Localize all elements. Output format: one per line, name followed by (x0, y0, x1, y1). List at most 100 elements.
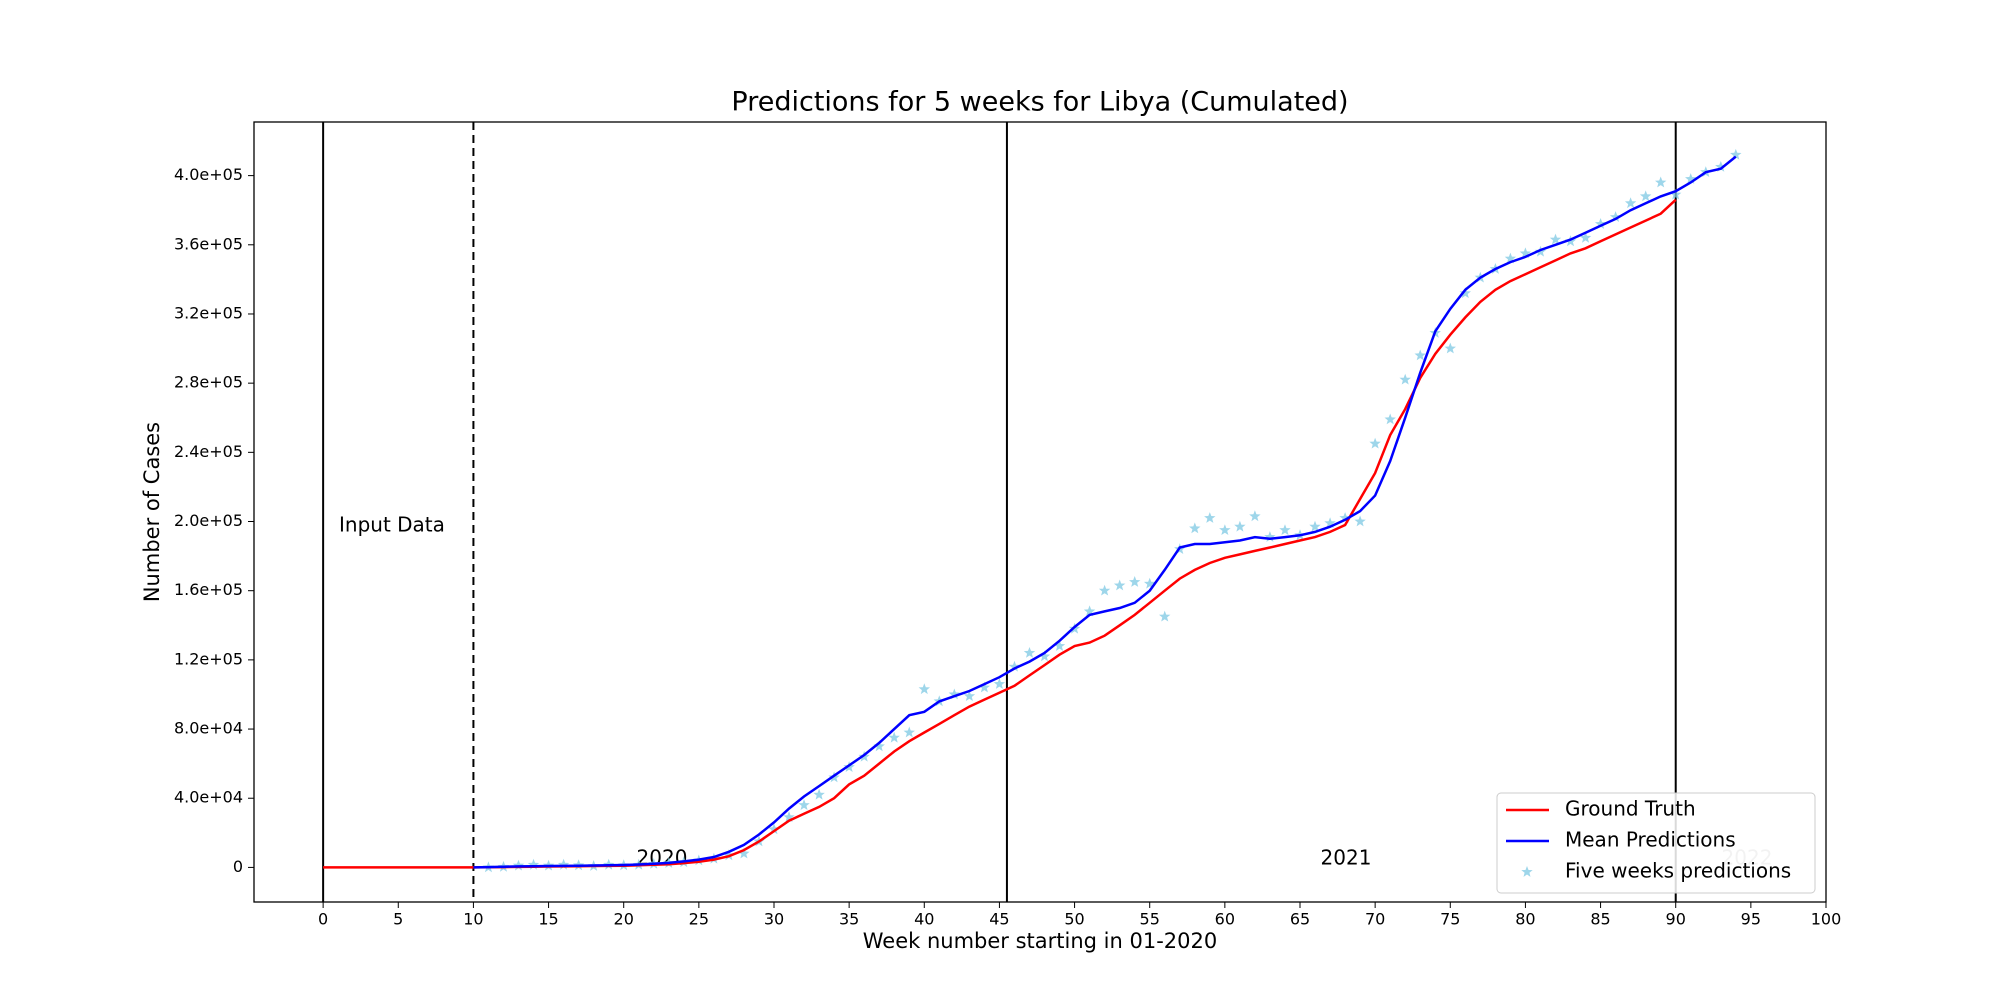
x-tick-label: 85 (1590, 910, 1610, 929)
x-tick-label: 90 (1666, 910, 1686, 929)
star-point (1399, 373, 1411, 385)
y-tick-label: 8.0e+04 (174, 719, 243, 738)
star-point (918, 683, 930, 695)
star-point (963, 690, 976, 701)
x-tick-label: 20 (614, 910, 634, 929)
star-point (1594, 218, 1607, 229)
star-point (1384, 413, 1396, 425)
star-point (1113, 579, 1126, 591)
x-tick-label: 95 (1741, 910, 1761, 929)
star-point (1549, 233, 1562, 245)
star-point (1459, 287, 1471, 299)
x-tick-label: 25 (689, 910, 709, 929)
star-point (1339, 512, 1351, 523)
star-point (557, 858, 570, 870)
x-tick-label: 45 (989, 910, 1009, 929)
x-tick-label: 50 (1064, 910, 1084, 929)
y-tick-label: 4.0e+05 (174, 165, 243, 184)
star-point (948, 688, 960, 700)
star-point (1023, 647, 1036, 658)
star-point (993, 678, 1006, 689)
x-tick-label: 55 (1140, 910, 1160, 929)
star-point (1685, 173, 1697, 184)
star-point (1038, 650, 1051, 662)
star-point (1504, 252, 1517, 264)
star-point (1655, 176, 1667, 188)
x-tick-label: 65 (1290, 910, 1310, 929)
star-point (783, 811, 795, 823)
star-point (1730, 148, 1742, 160)
x-tick-label: 100 (1811, 910, 1842, 929)
x-tick-label: 80 (1515, 910, 1535, 929)
star-point (1324, 517, 1336, 529)
star-point (723, 849, 735, 861)
star-point (1129, 576, 1141, 587)
star-point (527, 858, 540, 870)
x-axis-label: Week number starting in 01-2020 (863, 929, 1217, 953)
star-point (1234, 520, 1246, 532)
legend-marker (1521, 866, 1533, 877)
x-tick-label: 15 (538, 910, 558, 929)
star-point (1249, 510, 1261, 522)
star-point (1354, 515, 1366, 527)
star-point (1639, 190, 1652, 202)
star-point (1098, 584, 1111, 596)
y-tick-label: 4.0e+04 (174, 788, 243, 807)
star-point (873, 740, 885, 752)
star-point (888, 731, 900, 743)
y-tick-label: 3.2e+05 (174, 303, 243, 322)
x-tick-label: 30 (764, 910, 784, 929)
star-point (1309, 520, 1321, 532)
y-tick-label: 1.6e+05 (174, 580, 243, 599)
legend-label: Mean Predictions (1565, 828, 1736, 852)
annotation: 2021 (1321, 846, 1372, 870)
annotation: Input Data (339, 513, 445, 537)
star-point (1579, 231, 1592, 243)
legend-label: Five weeks predictions (1565, 859, 1791, 883)
star-point (903, 726, 915, 738)
star-point (1369, 437, 1381, 449)
star-point (798, 799, 810, 810)
star-point (978, 681, 991, 693)
star-point (1609, 211, 1622, 222)
x-tick-label: 40 (914, 910, 934, 929)
star-point (813, 788, 825, 800)
plot-frame (253, 121, 1827, 903)
star-point (1519, 247, 1532, 259)
star-point (1624, 197, 1637, 209)
star-point (1144, 577, 1156, 589)
star-point (1715, 161, 1727, 172)
star-point (1204, 512, 1216, 523)
star-point (1083, 605, 1096, 617)
star-point (1414, 349, 1426, 361)
star-point (1159, 610, 1171, 622)
legend-label: Ground Truth (1565, 797, 1696, 821)
star-point (1008, 660, 1021, 672)
x-tick-label: 60 (1215, 910, 1235, 929)
star-point (738, 847, 750, 859)
x-tick-label: 5 (393, 910, 403, 929)
y-axis-label: Number of Cases (140, 422, 164, 602)
y-tick-label: 2.8e+05 (174, 373, 243, 392)
y-tick-label: 1.2e+05 (174, 649, 243, 668)
star-point (1053, 640, 1066, 651)
star-point (1670, 188, 1682, 200)
star-point (768, 823, 780, 835)
y-tick-label: 3.6e+05 (174, 234, 243, 253)
x-tick-label: 70 (1365, 910, 1385, 929)
chart-title: Predictions for 5 weeks for Libya (Cumul… (731, 87, 1348, 118)
x-tick-label: 0 (318, 910, 328, 929)
x-tick-label: 35 (839, 910, 859, 929)
y-tick-label: 0 (233, 857, 243, 876)
y-tick-label: 2.4e+05 (174, 442, 243, 461)
star-point (1264, 531, 1276, 542)
star-point (1279, 524, 1291, 535)
star-point (1444, 342, 1456, 354)
legend-box (1496, 792, 1816, 894)
data-line (473, 155, 1737, 869)
star-point (1189, 522, 1201, 534)
x-tick-label: 10 (463, 910, 483, 929)
star-point (1219, 524, 1231, 535)
star-point (512, 859, 525, 871)
